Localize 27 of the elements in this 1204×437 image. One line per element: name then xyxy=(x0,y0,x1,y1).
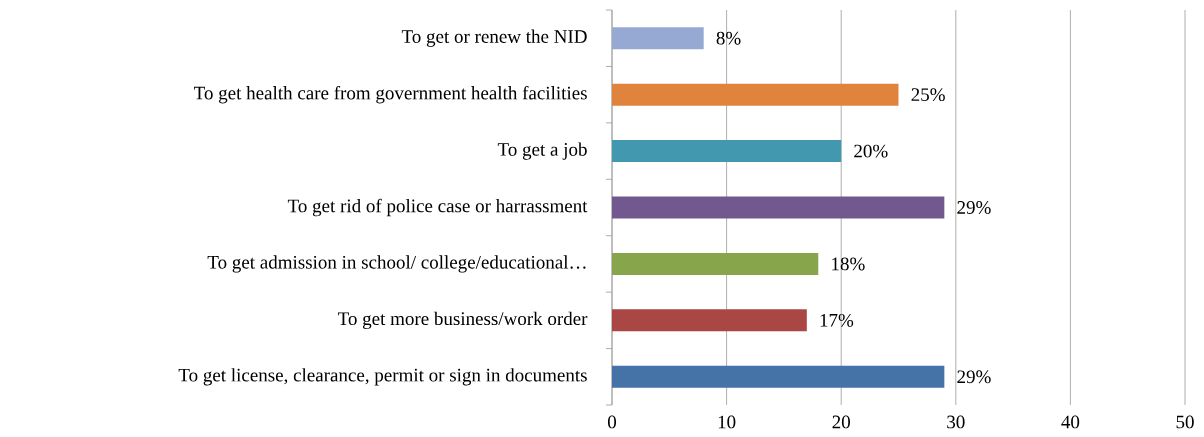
x-tick-label: 0 xyxy=(607,415,617,429)
x-tick-label: 40 xyxy=(1061,415,1080,429)
y-tick-label: To get or renew the NID xyxy=(401,29,587,47)
bar xyxy=(612,309,807,332)
y-tick-label: To get rid of police case or harrassment xyxy=(287,198,588,217)
data-label: 29% xyxy=(957,201,991,214)
data-label: 25% xyxy=(911,88,945,102)
data-label: 18% xyxy=(832,257,865,271)
bar xyxy=(612,83,899,106)
bar xyxy=(612,365,945,388)
x-tick-label: 30 xyxy=(947,415,965,429)
bar xyxy=(612,196,945,219)
data-label: 20% xyxy=(854,144,888,158)
bar xyxy=(612,252,819,275)
y-tick-label: To get health care from government health facilities xyxy=(194,85,587,104)
y-tick-label: To get admission in school/ college/educational… xyxy=(207,255,586,273)
x-tick-label: 50 xyxy=(1176,415,1194,429)
y-tick-label: To get license, clearance, permit or sign in documents xyxy=(178,368,587,386)
data-label: 29% xyxy=(957,370,991,384)
x-tick-label: 10 xyxy=(718,415,736,429)
x-tick-label: 20 xyxy=(832,415,850,429)
y-tick-label: To get more business/work order xyxy=(337,311,588,329)
bar xyxy=(612,27,704,50)
y-tick-label: To get a job xyxy=(497,142,587,160)
data-label: 8% xyxy=(716,31,741,45)
data-label: 17% xyxy=(820,313,854,327)
bar xyxy=(612,140,842,163)
